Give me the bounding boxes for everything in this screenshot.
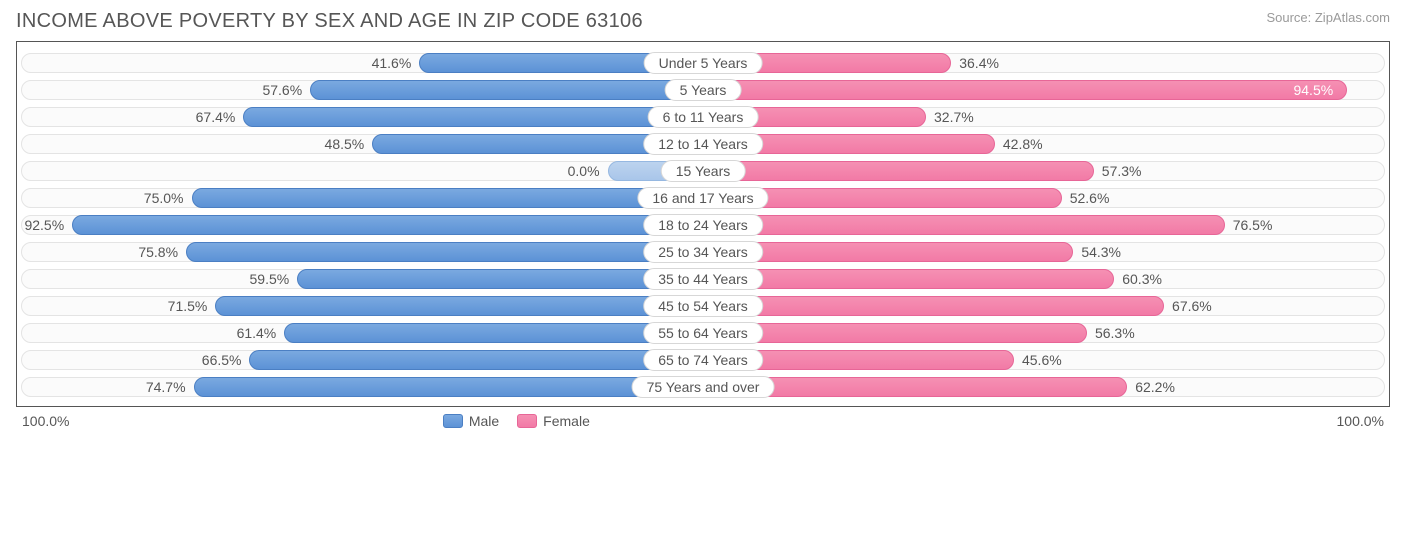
male-bar bbox=[186, 242, 703, 262]
male-bar bbox=[284, 323, 703, 343]
category-pill: 12 to 14 Years bbox=[643, 133, 763, 155]
chart-row: 66.5% 45.6% 65 to 74 Years bbox=[21, 348, 1385, 372]
axis-left-label: 100.0% bbox=[22, 413, 69, 429]
category-pill: 35 to 44 Years bbox=[643, 268, 763, 290]
chart-row: 59.5% 60.3% 35 to 44 Years bbox=[21, 267, 1385, 291]
category-pill: 6 to 11 Years bbox=[648, 106, 759, 128]
legend-female-label: Female bbox=[543, 413, 590, 429]
male-value-label: 75.0% bbox=[144, 186, 184, 210]
male-bar bbox=[243, 107, 703, 127]
male-value-label: 61.4% bbox=[237, 321, 277, 345]
chart-row: 71.5% 67.6% 45 to 54 Years bbox=[21, 294, 1385, 318]
category-pill: 25 to 34 Years bbox=[643, 241, 763, 263]
legend: Male Female bbox=[443, 413, 590, 429]
category-pill: Under 5 Years bbox=[644, 52, 763, 74]
female-value-label: 56.3% bbox=[1095, 321, 1135, 345]
male-value-label: 75.8% bbox=[138, 240, 178, 264]
chart-source: Source: ZipAtlas.com bbox=[1266, 10, 1390, 25]
male-value-label: 71.5% bbox=[168, 294, 208, 318]
male-value-label: 66.5% bbox=[202, 348, 242, 372]
male-bar bbox=[310, 80, 703, 100]
diverging-bar-chart: 41.6% 36.4% Under 5 Years 57.6% 94.5% 5 Years… bbox=[16, 41, 1390, 407]
male-value-label: 41.6% bbox=[372, 51, 412, 75]
male-bar bbox=[194, 377, 703, 397]
female-value-label: 60.3% bbox=[1122, 267, 1162, 291]
legend-male-label: Male bbox=[469, 413, 499, 429]
category-pill: 45 to 54 Years bbox=[643, 295, 763, 317]
male-bar bbox=[215, 296, 703, 316]
chart-row: 75.0% 52.6% 16 and 17 Years bbox=[21, 186, 1385, 210]
chart-header: INCOME ABOVE POVERTY BY SEX AND AGE IN Z… bbox=[16, 10, 1390, 33]
category-pill: 18 to 24 Years bbox=[643, 214, 763, 236]
female-bar bbox=[703, 161, 1094, 181]
chart-row: 61.4% 56.3% 55 to 64 Years bbox=[21, 321, 1385, 345]
chart-row: 41.6% 36.4% Under 5 Years bbox=[21, 51, 1385, 75]
male-bar bbox=[249, 350, 703, 370]
chart-row: 75.8% 54.3% 25 to 34 Years bbox=[21, 240, 1385, 264]
axis-right-label: 100.0% bbox=[1337, 413, 1384, 429]
female-value-label: 36.4% bbox=[959, 51, 999, 75]
chart-row: 0.0% 57.3% 15 Years bbox=[21, 159, 1385, 183]
chart-row: 92.5% 76.5% 18 to 24 Years bbox=[21, 213, 1385, 237]
male-bar bbox=[72, 215, 703, 235]
female-value-label: 54.3% bbox=[1081, 240, 1121, 264]
category-pill: 65 to 74 Years bbox=[643, 349, 763, 371]
female-value-label: 42.8% bbox=[1003, 132, 1043, 156]
male-swatch-icon bbox=[443, 414, 463, 428]
male-value-label: 92.5% bbox=[24, 213, 64, 237]
category-pill: 15 Years bbox=[661, 160, 746, 182]
legend-female: Female bbox=[517, 413, 590, 429]
male-value-label: 67.4% bbox=[196, 105, 236, 129]
chart-row: 57.6% 94.5% 5 Years bbox=[21, 78, 1385, 102]
female-value-label: 52.6% bbox=[1070, 186, 1110, 210]
male-bar bbox=[297, 269, 703, 289]
female-bar bbox=[703, 269, 1114, 289]
female-value-label: 57.3% bbox=[1102, 159, 1142, 183]
chart-title: INCOME ABOVE POVERTY BY SEX AND AGE IN Z… bbox=[16, 10, 643, 33]
female-value-label: 62.2% bbox=[1135, 375, 1175, 399]
male-bar bbox=[192, 188, 704, 208]
female-bar bbox=[703, 80, 1347, 100]
male-value-label: 59.5% bbox=[250, 267, 290, 291]
chart-footer: 100.0% Male Female 100.0% bbox=[16, 413, 1390, 429]
male-value-label: 57.6% bbox=[262, 78, 302, 102]
female-value-label: 45.6% bbox=[1022, 348, 1062, 372]
category-pill: 5 Years bbox=[665, 79, 742, 101]
legend-male: Male bbox=[443, 413, 499, 429]
female-value-label: 67.6% bbox=[1172, 294, 1212, 318]
male-value-label: 0.0% bbox=[568, 159, 600, 183]
category-pill: 75 Years and over bbox=[632, 376, 775, 398]
female-value-label: 94.5% bbox=[1293, 78, 1333, 102]
male-value-label: 74.7% bbox=[146, 375, 186, 399]
chart-row: 74.7% 62.2% 75 Years and over bbox=[21, 375, 1385, 399]
chart-row: 67.4% 32.7% 6 to 11 Years bbox=[21, 105, 1385, 129]
female-swatch-icon bbox=[517, 414, 537, 428]
female-bar bbox=[703, 296, 1164, 316]
female-value-label: 76.5% bbox=[1233, 213, 1273, 237]
female-bar bbox=[703, 215, 1225, 235]
female-value-label: 32.7% bbox=[934, 105, 974, 129]
chart-row: 48.5% 42.8% 12 to 14 Years bbox=[21, 132, 1385, 156]
male-value-label: 48.5% bbox=[325, 132, 365, 156]
category-pill: 55 to 64 Years bbox=[643, 322, 763, 344]
category-pill: 16 and 17 Years bbox=[637, 187, 768, 209]
